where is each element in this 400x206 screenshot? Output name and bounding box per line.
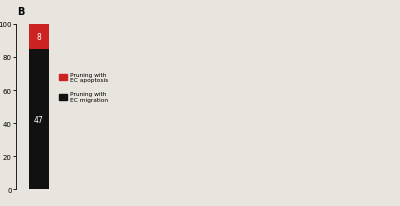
Text: 47: 47 [34, 115, 44, 124]
Legend: Pruning with
EC apoptosis, Pruning with
EC migration: Pruning with EC apoptosis, Pruning with … [58, 72, 108, 102]
Text: B: B [17, 7, 24, 16]
Bar [28, 49, 49, 190]
Text: 8: 8 [36, 33, 41, 42]
Bar [28, 25, 49, 49]
